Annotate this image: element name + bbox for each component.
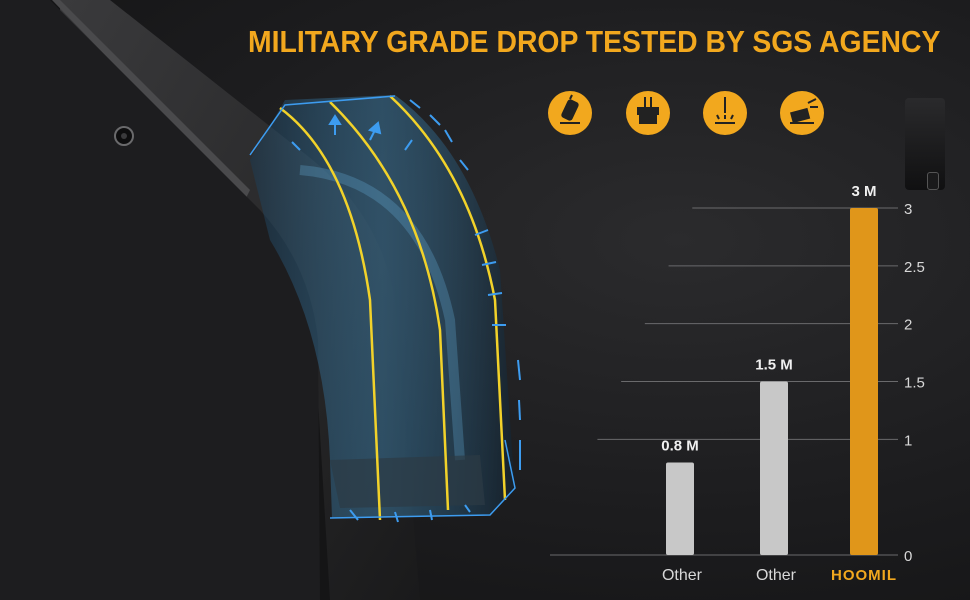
crash-icon: [780, 91, 824, 135]
data-label: 1.5 M: [755, 357, 793, 374]
side-tab-button-decoration: [927, 172, 939, 190]
y-tick-label: 2: [904, 317, 912, 334]
y-tick-label: 2.5: [904, 259, 925, 276]
grid-layer: [550, 207, 898, 556]
y-tick-label: 0: [904, 548, 912, 565]
phone-drop-icon: [548, 91, 592, 135]
y-tick-label: 3: [904, 201, 912, 218]
data-label: 3 M: [851, 183, 876, 200]
page-title: MILITARY GRADE DROP TESTED BY SGS AGENCY: [248, 24, 941, 59]
bar: [850, 208, 878, 555]
y-tick-label: 1: [904, 432, 912, 449]
press-weight-icon: [626, 91, 670, 135]
label-layer: 0.8 M Other 1.5 M Other 3 M HOOMIL: [661, 183, 897, 584]
impact-icon: [703, 91, 747, 135]
tick-layer: 0 1 1.5 2 2.5 3: [904, 201, 925, 565]
y-tick-label: 1.5: [904, 375, 925, 392]
category-label: Other: [662, 567, 703, 584]
bar-layer: [666, 208, 878, 555]
test-icons-row: [548, 91, 828, 137]
data-label: 0.8 M: [661, 437, 699, 454]
bar: [760, 381, 788, 555]
category-label: Other: [756, 567, 797, 584]
bar: [666, 462, 694, 555]
category-label: HOOMIL: [831, 567, 897, 584]
